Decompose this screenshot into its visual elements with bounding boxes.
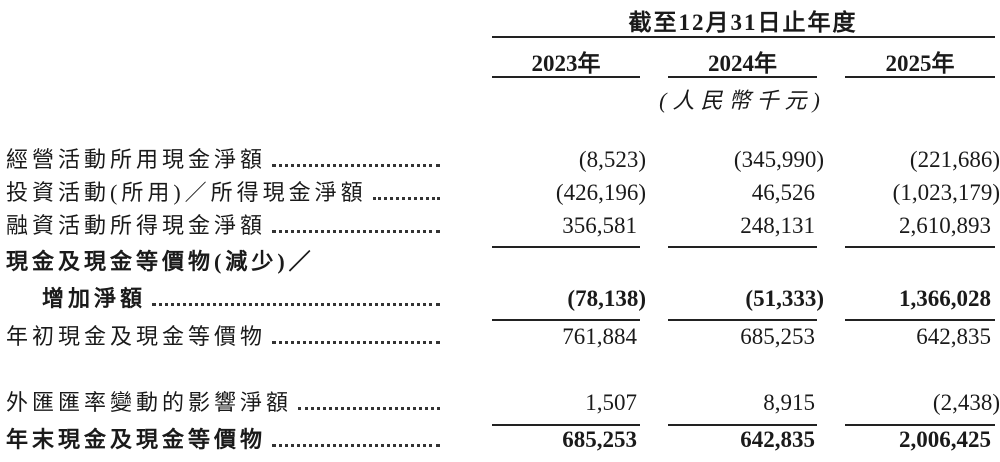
year-2023-header: 2023年 [531,51,601,76]
period-header: 截至12月31日止年度 [628,10,858,35]
dot-leader [152,303,441,306]
subtotal-rule [492,424,640,426]
subtotal-rule [492,246,640,248]
cell-value-2025: 1,366,028 [899,286,991,311]
cell-value-2024: 248,131 [740,213,815,238]
year-rule-2023 [492,76,640,78]
cell-value-2024: (345,990) [733,147,824,172]
dot-leader [272,341,441,344]
row-label: 年末現金及現金等價物 [6,426,441,454]
row-label: 投資活動(所用)／所得現金淨額 [6,179,440,207]
subtotal-rule [845,424,995,426]
dot-leader [272,444,441,447]
cell-value-2024: 685,253 [740,324,815,349]
cell-value-2023: (78,138) [567,286,646,311]
dot-leader [272,164,441,167]
cell-value-2025: 2,610,893 [899,213,991,238]
cell-value-2023: 761,884 [562,324,637,349]
row-label-text: 融資活動所得現金淨額 [6,213,267,238]
dot-leader [372,197,440,200]
dot-leader [272,230,441,233]
row-label-text: 增加淨額 [42,286,147,311]
subtotal-rule [492,319,640,321]
dot-leader [298,407,441,410]
cell-value-2024: 46,526 [751,180,815,205]
cell-value-2023: 685,253 [562,427,637,452]
cell-value-2024: (51,333) [745,286,824,311]
year-rule-2024 [668,76,817,78]
year-2024-header: 2024年 [708,51,777,76]
subtotal-rule [845,319,995,321]
subtotal-rule [668,319,817,321]
row-label: 增加淨額 [42,285,441,313]
cell-value-2025: 2,006,425 [899,427,991,452]
row-label-text: 經營活動所用現金淨額 [6,147,267,172]
subtotal-rule [845,246,995,248]
year-2025-header: 2025年 [885,51,955,76]
year-rule-2025 [845,76,995,78]
row-label-text: 投資活動(所用)／所得現金淨額 [6,180,367,205]
currency-unit: (人民幣千元) [659,88,826,113]
cell-value-2023: (8,523) [578,147,646,172]
cell-value-2024: 8,915 [763,390,815,415]
row-label: 經營活動所用現金淨額 [6,146,441,174]
cell-value-2023: (426,196) [555,180,646,205]
cell-value-2023: 1,507 [585,390,637,415]
row-label-text: 年末現金及現金等價物 [6,427,267,452]
row-label: 融資活動所得現金淨額 [6,212,441,240]
subtotal-rule [668,246,817,248]
cell-value-2025: (1,023,179) [892,180,1000,205]
row-label-text: 外匯匯率變動的影響淨額 [6,390,293,415]
cell-value-2025: (2,438) [932,390,1000,415]
cell-value-2025: 642,835 [916,324,991,349]
cell-value-2024: 642,835 [740,427,815,452]
header-rule [492,36,995,38]
subtotal-rule [668,424,817,426]
row-label-text: 現金及現金等價物(減少)／ [6,249,315,274]
row-label-text: 年初現金及現金等價物 [6,324,267,349]
row-label: 年初現金及現金等價物 [6,323,441,351]
cell-value-2023: 356,581 [562,213,637,238]
cell-value-2025: (221,686) [909,147,1000,172]
row-label: 現金及現金等價物(減少)／ [6,248,315,276]
row-label: 外匯匯率變動的影響淨額 [6,389,441,417]
